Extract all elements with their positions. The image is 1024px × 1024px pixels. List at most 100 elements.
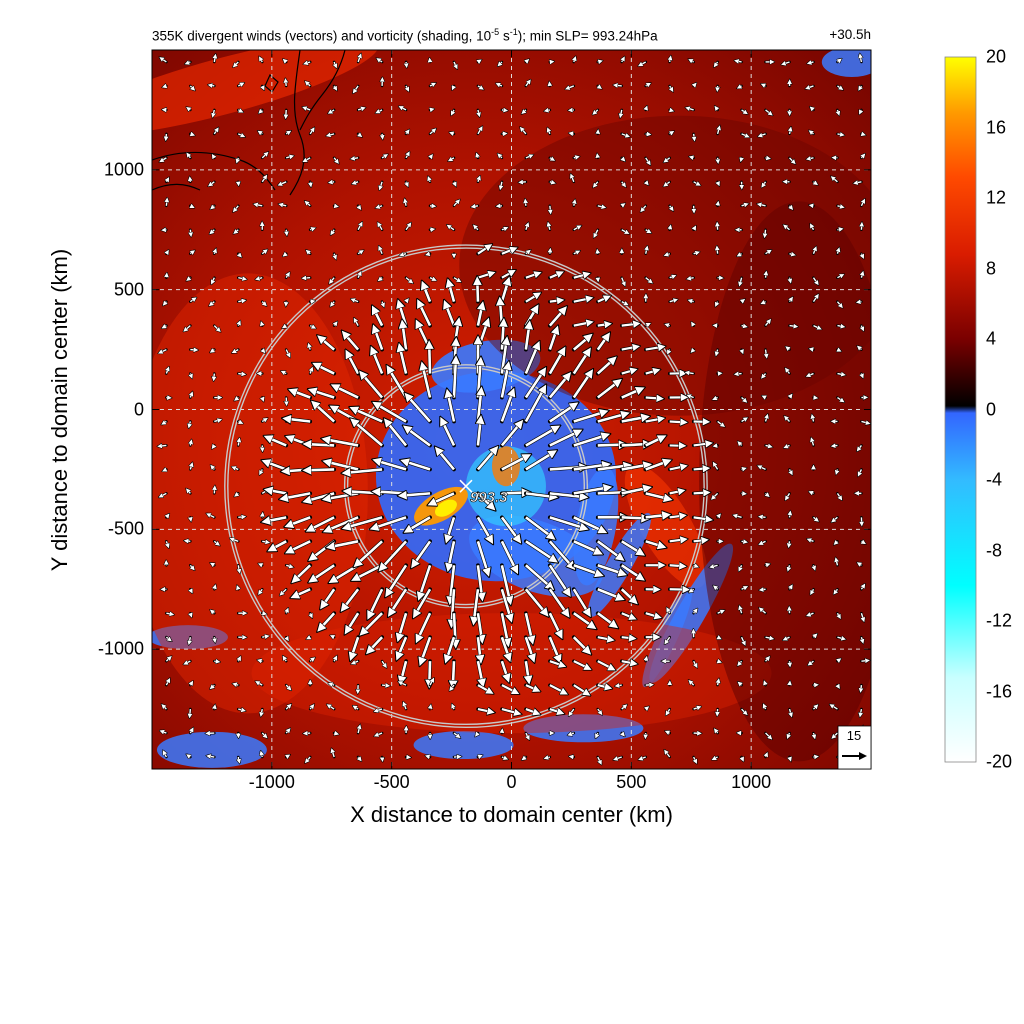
wind-vector — [430, 155, 432, 158]
wind-vector — [478, 660, 483, 685]
wind-vector — [837, 86, 842, 89]
wind-vector — [284, 60, 286, 62]
wind-vector — [166, 368, 168, 374]
wind-vector — [190, 393, 192, 398]
wind-vector — [741, 587, 747, 589]
wind-vector — [235, 398, 238, 400]
wind-vector — [331, 301, 334, 306]
wind-vector — [549, 300, 562, 302]
wind-vector — [859, 469, 862, 475]
wind-vector — [329, 182, 335, 183]
wind-vector — [837, 326, 843, 327]
wind-vector — [159, 445, 167, 446]
wind-vector — [478, 60, 481, 62]
wind-vector — [478, 418, 481, 446]
wind-vector — [445, 303, 456, 327]
wind-vector — [166, 251, 168, 254]
wind-vector — [597, 413, 627, 423]
wind-vector — [572, 636, 589, 652]
wind-vector — [549, 684, 566, 693]
wind-vector — [397, 636, 408, 658]
wind-vector — [372, 349, 384, 375]
wind-vector — [813, 634, 816, 637]
wind-vector — [762, 302, 766, 304]
wind-vector — [166, 178, 168, 181]
wind-vector — [760, 517, 766, 518]
wind-vector — [474, 226, 478, 231]
wind-vector — [380, 181, 382, 189]
wind-vector — [836, 492, 841, 499]
wind-vector — [762, 373, 766, 378]
wind-vector — [831, 705, 838, 710]
wind-vector — [166, 199, 167, 206]
wind-vector — [692, 323, 694, 326]
wind-vector — [413, 540, 432, 566]
wind-vector — [500, 181, 502, 189]
wind-vector — [238, 110, 242, 112]
wind-vector — [237, 83, 243, 86]
wind-vector — [670, 205, 673, 210]
wind-vector — [597, 685, 610, 688]
wind-vector — [813, 565, 814, 569]
wind-vector — [429, 129, 435, 135]
wind-vector — [597, 297, 609, 302]
wind-vector — [861, 134, 864, 135]
vorticity-blobs — [152, 50, 871, 768]
wind-vector — [262, 350, 264, 353]
wind-vector — [406, 85, 408, 91]
colorbar-tick-label: 0 — [986, 399, 997, 419]
wind-vector — [621, 347, 638, 350]
wind-vector — [837, 134, 843, 135]
wind-vector — [447, 516, 456, 541]
wind-vector — [477, 709, 493, 712]
wind-vector — [287, 516, 311, 526]
plot-area — [152, 50, 871, 769]
wind-vector — [812, 295, 817, 303]
wind-vector — [693, 182, 700, 185]
storm-center-marker: 993.3 — [459, 479, 508, 506]
wind-vector — [259, 564, 262, 565]
wind-vector — [738, 254, 742, 256]
wind-vector — [646, 324, 650, 326]
wind-vector — [187, 108, 190, 110]
wind-vector — [622, 277, 625, 285]
wind-vector — [766, 493, 769, 496]
wind-vector — [352, 408, 383, 423]
wind-vector — [286, 156, 293, 158]
wind-vector — [765, 637, 773, 638]
wind-vector — [375, 403, 407, 423]
wind-vector — [520, 182, 526, 183]
wind-vector — [742, 636, 745, 644]
wind-vector — [807, 158, 814, 159]
wind-vector — [741, 204, 748, 206]
wind-vector — [621, 517, 648, 518]
colorbar-tick-label: -12 — [986, 610, 1013, 631]
wind-vector — [686, 372, 694, 373]
wind-vector — [442, 419, 456, 447]
wind-vector — [716, 302, 718, 306]
wind-vector — [160, 158, 167, 162]
wind-vector — [765, 109, 772, 115]
wind-vector — [860, 55, 861, 63]
wind-vector — [334, 206, 337, 207]
wind-vector — [262, 636, 268, 637]
wind-vector — [380, 540, 408, 569]
wind-vector — [453, 200, 459, 207]
wind-vector — [549, 431, 580, 447]
wind-vector — [238, 254, 241, 257]
wind-vector — [501, 709, 519, 714]
wind-vector — [406, 395, 431, 423]
wind-vector — [212, 277, 215, 284]
wind-vector — [762, 84, 765, 86]
wind-vector — [525, 564, 552, 588]
forecast-time-label: +30.5h — [829, 27, 871, 42]
wind-vector — [573, 251, 579, 253]
wind-vector — [688, 278, 694, 279]
wind-vector — [616, 685, 622, 686]
wind-vector — [187, 278, 190, 280]
wind-vector — [262, 613, 265, 614]
y-tick-label: -1000 — [97, 638, 144, 659]
wind-vector — [837, 396, 843, 402]
wind-vector — [333, 157, 338, 163]
wind-vector — [790, 298, 793, 302]
